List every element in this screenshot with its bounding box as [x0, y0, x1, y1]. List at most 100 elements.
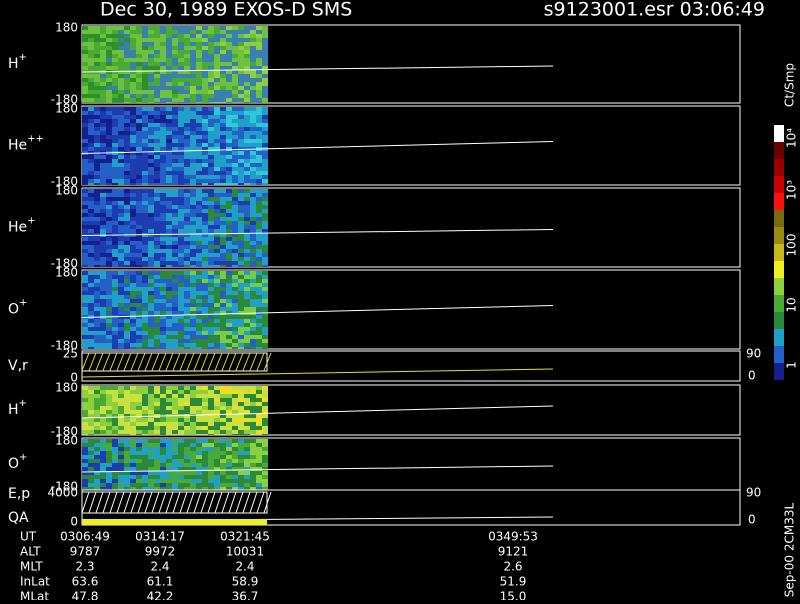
spectrogram-cell — [172, 487, 178, 490]
spectrogram-cell — [148, 287, 154, 291]
spectrogram-cell — [220, 183, 226, 185]
spectrogram-cell — [118, 394, 124, 398]
spectrogram-cell — [190, 143, 196, 147]
spectrogram-cell — [214, 221, 220, 225]
spectrogram-cell — [124, 447, 130, 451]
spectrogram-cell — [88, 183, 94, 185]
spectrogram-cell — [148, 479, 154, 483]
spectrogram-cell — [142, 295, 148, 299]
spectrogram-cell — [124, 34, 130, 38]
spectrogram-cell — [202, 241, 208, 245]
spectrogram-cell — [154, 225, 160, 229]
spectrogram-cell — [262, 475, 268, 479]
spectrogram-cell — [172, 34, 178, 38]
spectrogram-cell — [196, 54, 202, 58]
spectrogram-cell — [172, 82, 178, 86]
spectrogram-cell — [196, 335, 202, 339]
trace — [137, 491, 146, 513]
spectrogram-cell — [154, 119, 160, 123]
spectrogram-cell — [226, 261, 232, 265]
spectrogram-cell — [226, 414, 232, 418]
spectrogram-cell — [190, 123, 196, 127]
spectrogram-cell — [208, 249, 214, 253]
spectrogram-cell — [184, 62, 190, 66]
spectrogram-cell — [82, 115, 88, 119]
spectrogram-cell — [178, 201, 184, 205]
spectrogram-cell — [100, 299, 106, 303]
spectrogram-cell — [124, 50, 130, 54]
spectrogram-cell — [256, 131, 262, 135]
spectrogram-cell — [94, 418, 100, 422]
spectrogram-cell — [244, 347, 250, 349]
spectrogram-cell — [208, 279, 214, 283]
spectrogram-cell — [160, 253, 166, 257]
spectrogram-cell — [190, 335, 196, 339]
spectrogram-cell — [244, 175, 250, 179]
spectrogram-cell — [232, 127, 238, 131]
spectrogram-cell — [184, 201, 190, 205]
spectrogram-cell — [154, 386, 160, 390]
spectrogram-cell — [88, 291, 94, 295]
spectrogram-cell — [250, 66, 256, 70]
spectrogram-cell — [124, 253, 130, 257]
spectrogram-cell — [250, 123, 256, 127]
spectrogram-cell — [172, 245, 178, 249]
spectrogram-cell — [106, 217, 112, 221]
spectrogram-cell — [82, 155, 88, 159]
spectrogram-cell — [130, 62, 136, 66]
spectrogram-cell — [262, 50, 268, 54]
spectrogram-cell — [94, 163, 100, 167]
spectrogram-cell — [130, 102, 136, 103]
spectrogram-cell — [112, 119, 118, 123]
spectrogram-cell — [220, 287, 226, 291]
spectrogram-cell — [208, 394, 214, 398]
spectrogram-cell — [88, 193, 94, 197]
spectrogram-cell — [226, 115, 232, 119]
spectrogram-cell — [124, 410, 130, 414]
spectrogram-cell — [202, 171, 208, 175]
spectrogram-cell — [94, 86, 100, 90]
spectrogram-cell — [226, 233, 232, 237]
spectrogram-cell — [232, 479, 238, 483]
spectrogram-cell — [256, 102, 262, 103]
spectrogram-cell — [214, 343, 220, 347]
spectrogram-cell — [244, 402, 250, 406]
spectrogram-cell — [208, 398, 214, 402]
spectrogram-cell — [226, 347, 232, 349]
spectrogram-cell — [262, 459, 268, 463]
spectrogram-cell — [178, 179, 184, 183]
row-label: MLat — [20, 590, 49, 601]
spectrogram-cell — [262, 54, 268, 58]
spectrogram-cell — [148, 311, 154, 315]
spectrogram-cell — [142, 90, 148, 94]
spectrogram-cell — [118, 418, 124, 422]
spectrogram-cell — [112, 323, 118, 327]
spectrogram-cell — [238, 430, 244, 434]
spectrogram-cell — [160, 386, 166, 390]
spectrogram-cell — [106, 291, 112, 295]
spectrogram-cell — [226, 42, 232, 46]
spectrogram-cell — [256, 463, 262, 467]
spectrogram-cell — [178, 38, 184, 42]
spectrogram-cell — [148, 483, 154, 487]
spectrogram-cell — [88, 209, 94, 213]
spectrogram-cell — [262, 443, 268, 447]
spectrogram-cell — [238, 386, 244, 390]
spectrogram-cell — [178, 241, 184, 245]
trace — [123, 491, 132, 513]
spectrogram-cell — [196, 151, 202, 155]
spectrogram-cell — [190, 414, 196, 418]
spectrogram-cell — [238, 323, 244, 327]
spectrogram-cell — [82, 58, 88, 62]
spectrogram-cell — [148, 347, 154, 349]
spectrogram-cell — [160, 50, 166, 54]
spectrogram-cell — [94, 62, 100, 66]
spectrogram-cell — [178, 245, 184, 249]
trace — [165, 352, 174, 371]
spectrogram-cell — [244, 315, 250, 319]
spectrogram-cell — [208, 197, 214, 201]
spectrogram-cell — [226, 175, 232, 179]
spectrogram-cell — [94, 102, 100, 103]
spectrogram-cell — [94, 471, 100, 475]
